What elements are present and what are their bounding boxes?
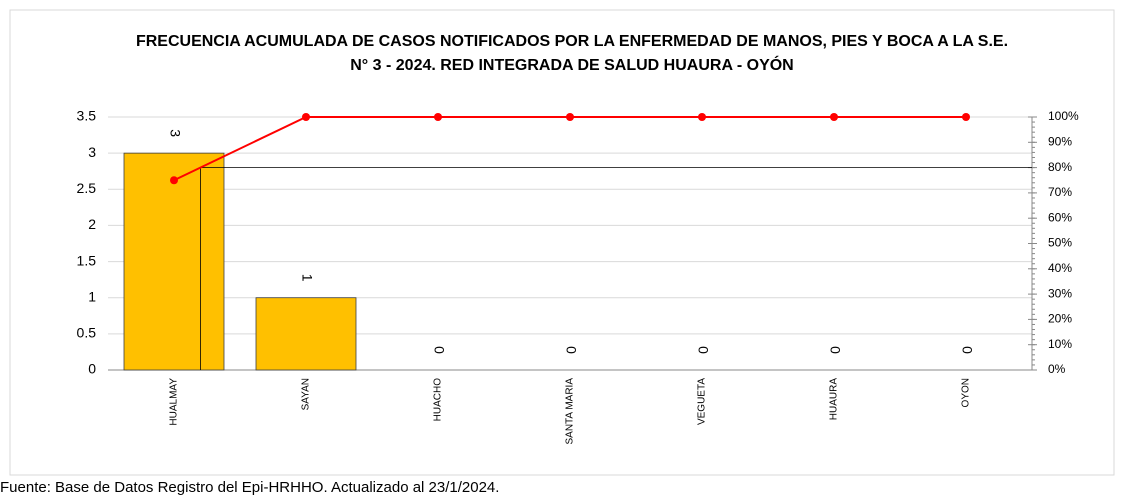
source-note: Fuente: Base de Datos Registro del Epi-H… bbox=[0, 479, 499, 496]
y-tick-label: 0.5 bbox=[77, 325, 97, 341]
y-tick-label: 1.5 bbox=[77, 252, 97, 268]
y2-tick-label: 40% bbox=[1048, 261, 1072, 275]
y2-tick-label: 100% bbox=[1048, 109, 1079, 123]
chart-title: N° 3 - 2024. RED INTEGRADA DE SALUD HUAU… bbox=[350, 55, 793, 74]
y2-tick-label: 80% bbox=[1048, 160, 1072, 174]
cumulative-point bbox=[434, 113, 442, 121]
y2-tick-label: 30% bbox=[1048, 286, 1072, 300]
data-label: 3 bbox=[167, 129, 183, 137]
data-label: 0 bbox=[959, 346, 975, 354]
y-tick-label: 2 bbox=[88, 216, 96, 232]
cumulative-point bbox=[302, 113, 310, 121]
y2-tick-label: 50% bbox=[1048, 236, 1072, 250]
bar bbox=[255, 297, 357, 371]
x-tick-label: VEGUETA bbox=[697, 378, 708, 425]
x-tick-label: HUACHO bbox=[433, 378, 444, 422]
data-label: 0 bbox=[695, 346, 711, 354]
data-label: 0 bbox=[827, 346, 843, 354]
y2-tick-label: 20% bbox=[1048, 312, 1072, 326]
x-tick-label: OYON bbox=[961, 378, 972, 407]
data-label: 1 bbox=[299, 274, 315, 282]
y-tick-label: 0 bbox=[88, 361, 96, 377]
x-tick-label: HUAURA bbox=[829, 378, 840, 421]
cumulative-point bbox=[170, 176, 178, 185]
y-tick-label: 2.5 bbox=[77, 180, 97, 196]
y-tick-label: 3 bbox=[88, 144, 96, 160]
y2-tick-label: 0% bbox=[1048, 362, 1066, 376]
bar bbox=[123, 152, 225, 371]
y2-tick-label: 10% bbox=[1048, 337, 1072, 351]
cumulative-point bbox=[698, 113, 706, 121]
y2-tick-label: 90% bbox=[1048, 134, 1072, 148]
cumulative-point bbox=[566, 113, 574, 121]
x-tick-label: SAYAN bbox=[301, 378, 312, 410]
y2-tick-label: 70% bbox=[1048, 185, 1072, 199]
y2-tick-label: 60% bbox=[1048, 210, 1072, 224]
y-tick-label: 3.5 bbox=[77, 108, 97, 124]
data-label: 0 bbox=[563, 346, 579, 354]
cumulative-point bbox=[962, 113, 970, 121]
x-tick-label: SANTA MARIA bbox=[565, 378, 576, 445]
data-label: 0 bbox=[431, 346, 447, 354]
y-tick-label: 1 bbox=[88, 288, 96, 304]
cumulative-point bbox=[830, 113, 838, 121]
x-tick-label: HUALMAY bbox=[169, 378, 180, 426]
chart-title: FRECUENCIA ACUMULADA DE CASOS NOTIFICADO… bbox=[136, 33, 1008, 50]
